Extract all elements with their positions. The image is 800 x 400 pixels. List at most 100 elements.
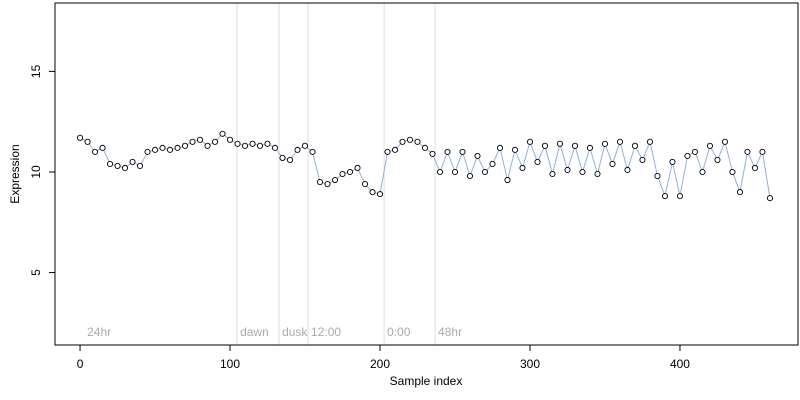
marker-label: 24hr <box>87 325 111 339</box>
data-point <box>271 144 279 151</box>
data-point <box>234 140 241 147</box>
data-point <box>429 150 436 157</box>
data-point <box>654 172 661 180</box>
data-point <box>466 172 474 180</box>
data-point <box>766 195 774 202</box>
data-point <box>609 160 616 167</box>
data-point <box>714 156 721 163</box>
data-point <box>219 130 226 137</box>
data-point <box>616 138 624 145</box>
data-point <box>76 134 84 141</box>
data-point <box>211 138 219 145</box>
data-point <box>444 148 451 155</box>
data-point <box>204 142 211 149</box>
data-point <box>309 148 316 155</box>
data-point <box>421 144 429 151</box>
data-point <box>166 146 174 153</box>
data-point <box>669 158 676 165</box>
data-point <box>196 136 204 143</box>
x-tick-label: 300 <box>520 357 540 371</box>
data-point <box>676 193 684 200</box>
y-tick-label: 5 <box>29 269 43 276</box>
data-point <box>226 136 234 143</box>
data-point <box>354 164 361 172</box>
data-point <box>361 181 369 188</box>
data-point <box>751 164 759 172</box>
data-point <box>286 156 294 163</box>
x-tick-label: 200 <box>370 357 390 371</box>
data-point <box>564 166 571 174</box>
data-point <box>181 142 189 149</box>
data-point <box>339 170 346 178</box>
data-point <box>586 144 594 151</box>
data-point <box>729 168 736 176</box>
x-tick-label: 0 <box>77 357 84 371</box>
data-point <box>496 144 504 151</box>
data-point <box>99 144 106 151</box>
data-point <box>631 142 639 149</box>
data-point <box>504 176 511 184</box>
data-point <box>324 181 331 188</box>
data-point <box>534 158 541 165</box>
data-point <box>174 144 181 151</box>
data-point <box>189 138 196 145</box>
data-point <box>526 138 534 145</box>
data-point <box>376 191 384 198</box>
data-point <box>346 168 354 176</box>
data-point <box>474 152 481 159</box>
data-point <box>91 148 99 155</box>
x-tick-label: 100 <box>220 357 240 371</box>
data-point <box>391 146 399 153</box>
data-point <box>129 158 136 165</box>
data-point <box>144 148 151 155</box>
data-point <box>121 164 129 172</box>
data-point <box>481 168 489 176</box>
data-point <box>451 168 459 176</box>
data-point <box>459 148 466 155</box>
y-tick-label: 10 <box>29 165 43 179</box>
marker-label: 0:00 <box>387 325 411 339</box>
marker-label: dawn <box>240 325 269 339</box>
data-point <box>519 164 526 172</box>
data-point <box>661 193 669 200</box>
data-point <box>301 142 309 149</box>
data-point <box>84 138 91 145</box>
data-point <box>571 142 579 149</box>
data-point <box>114 162 121 170</box>
marker-label: 12:00 <box>311 325 341 339</box>
x-tick-label: 400 <box>670 357 690 371</box>
y-axis-label: Expression <box>8 144 22 203</box>
data-point <box>721 138 729 145</box>
data-point <box>241 142 249 149</box>
marker-label: dusk <box>282 325 308 339</box>
data-point <box>489 160 496 167</box>
data-point <box>436 168 444 176</box>
data-point <box>331 176 339 184</box>
data-point <box>316 178 324 186</box>
data-point <box>106 160 114 167</box>
marker-label: 48hr <box>438 325 462 339</box>
data-point <box>744 148 751 155</box>
data-point <box>639 156 646 163</box>
x-axis-label: Sample index <box>390 374 463 388</box>
plot-frame <box>54 2 799 346</box>
data-point <box>264 140 271 147</box>
data-point <box>601 140 609 147</box>
data-point <box>256 142 264 149</box>
data-point <box>691 148 699 155</box>
data-point <box>624 166 631 174</box>
data-point <box>511 146 519 153</box>
data-point <box>159 144 166 151</box>
data-point <box>249 140 256 147</box>
data-point <box>736 189 744 196</box>
data-point <box>699 168 706 176</box>
data-point <box>556 140 564 147</box>
data-point <box>369 189 376 196</box>
data-point <box>594 170 601 178</box>
data-point <box>384 148 391 155</box>
data-point <box>684 152 691 159</box>
data-point <box>549 170 556 178</box>
data-point <box>151 146 159 153</box>
data-point <box>399 138 406 145</box>
